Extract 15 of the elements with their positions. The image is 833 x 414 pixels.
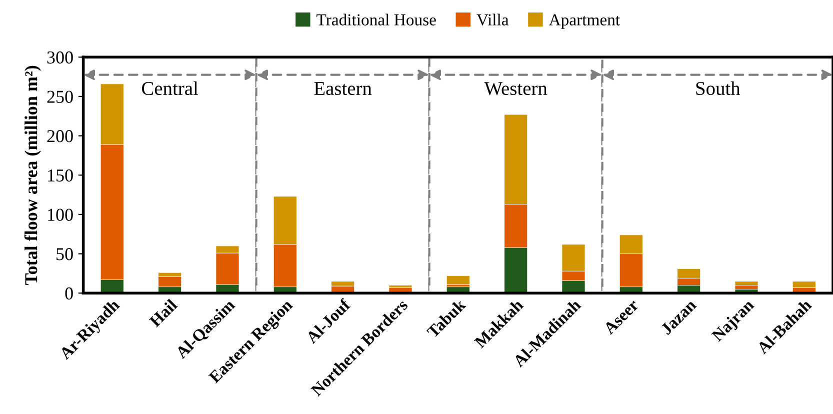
y-tick-label: 250 <box>47 90 73 103</box>
band-label: Eastern <box>314 82 372 96</box>
legend-label: Traditional House <box>316 14 436 26</box>
y-tick-label: 150 <box>48 169 73 182</box>
y-axis-title: Total floow area (million m²) <box>24 66 41 285</box>
y-tick-label: 300 <box>47 51 73 64</box>
band-label: South <box>696 81 740 96</box>
y-tick-label: 50 <box>56 248 73 260</box>
legend-label: Villa <box>476 14 509 26</box>
band-label: Central <box>142 81 198 96</box>
y-tick-label: 200 <box>47 130 73 142</box>
y-tick-label: 100 <box>48 208 73 221</box>
band-label: Western <box>484 82 548 96</box>
y-tick-label: 0 <box>65 287 73 300</box>
legend-label: Apartment <box>548 14 620 29</box>
